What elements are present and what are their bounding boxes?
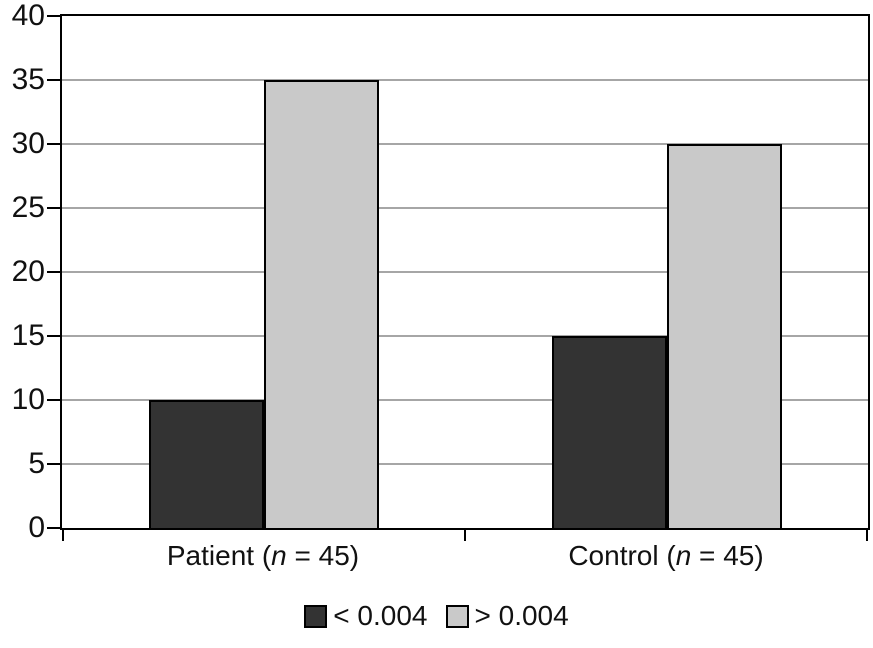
y-axis-tick-label-0: 0 [28, 511, 45, 544]
y-tick-30 [47, 143, 60, 145]
y-tick-20 [47, 271, 60, 273]
y-tick-5 [47, 463, 60, 465]
y-tick-40 [47, 15, 60, 17]
legend-swatch-light [445, 604, 469, 628]
legend-swatch-dark [304, 604, 328, 628]
bar-patient-series-1 [263, 80, 379, 528]
y-axis-tick-label-10: 10 [11, 383, 45, 416]
y-axis-tick-label-20: 20 [11, 255, 45, 288]
y-tick-0 [47, 527, 60, 529]
gridline-30 [62, 143, 868, 145]
x-label-text-pre: Control ( [568, 540, 676, 571]
y-tick-35 [47, 79, 60, 81]
gridline-5 [62, 463, 868, 465]
legend: < 0.004 > 0.004 [0, 600, 873, 632]
legend-item-gt-0004: > 0.004 [445, 600, 569, 632]
y-axis-tick-label-25: 25 [11, 191, 45, 224]
x-axis-label-control: Control (n = 45) [568, 540, 763, 572]
x-axis-label-patient: Patient (n = 45) [167, 540, 359, 572]
y-tick-15 [47, 335, 60, 337]
x-label-text-pre: Patient ( [166, 540, 272, 571]
legend-label-gt-0004: > 0.004 [474, 600, 569, 631]
y-axis-tick-label-35: 35 [11, 63, 45, 96]
gridline-25 [62, 207, 868, 209]
x-label-text-post: = 45) [691, 540, 764, 571]
y-axis-labels: 0 5 10 15 20 25 30 35 40 [0, 1, 45, 543]
x-label-italic-n: n [675, 540, 692, 571]
gridline-20 [62, 271, 868, 273]
x-tick-0 [62, 530, 64, 541]
x-tick-2 [866, 530, 868, 541]
legend-label-lt-0004: < 0.004 [333, 600, 428, 631]
bar-patient-series-0 [148, 400, 264, 528]
gridline-10 [62, 399, 868, 401]
x-tick-1 [464, 530, 466, 541]
y-axis-tick-label-40: 40 [11, 0, 45, 32]
y-axis-tick-label-15: 15 [11, 319, 45, 352]
gridline-15 [62, 335, 868, 337]
plot-area [60, 14, 870, 541]
x-label-text-post: = 45) [286, 540, 360, 571]
y-axis-tick-label-30: 30 [11, 127, 45, 160]
bar-control-series-0 [551, 336, 667, 528]
y-tick-10 [47, 399, 60, 401]
bar-control-series-1 [666, 144, 782, 528]
y-tick-25 [47, 207, 60, 209]
y-axis-tick-label-5: 5 [28, 447, 45, 480]
legend-item-lt-0004: < 0.004 [304, 600, 428, 632]
x-label-italic-n: n [271, 540, 287, 571]
gridline-35 [62, 79, 868, 81]
y-axis-tick-marks [47, 15, 60, 529]
